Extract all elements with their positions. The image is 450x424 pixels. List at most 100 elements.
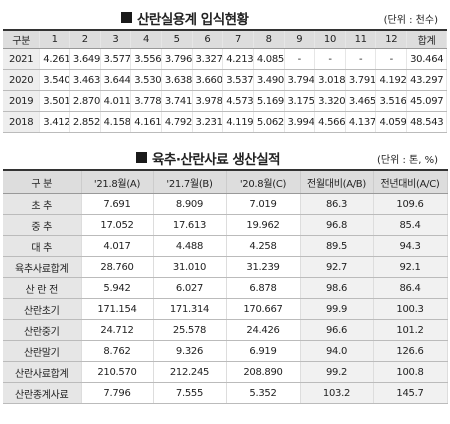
value-cell: 17.613 — [153, 214, 227, 236]
table-row: 산란중기 24.712 25.578 24.426 96.6 101.2 — [3, 319, 448, 341]
section2-unit: (단위 : 톤, %) — [377, 155, 438, 166]
month-value-cell: 3.994 — [284, 111, 316, 133]
value-cell: 7.796 — [81, 382, 154, 404]
month-value-cell: 3.649 — [69, 48, 101, 70]
month-value-cell: 4.161 — [130, 111, 162, 133]
table-row: 산란종계사료 7.796 7.555 5.352 103.2 145.7 — [3, 382, 448, 404]
month-value-cell: 3.516 — [375, 90, 408, 112]
column-header: 10 — [314, 30, 346, 49]
month-value-cell: 4.119 — [222, 111, 254, 133]
ratio-cell: 85.4 — [373, 214, 448, 236]
table-row: 2019 3.501 2.870 4.011 3.778 3.741 3.978 4.573 5… — [3, 90, 447, 112]
column-header: '20.8월(C) — [226, 170, 301, 194]
row-label-cell: 육추사료합계 — [3, 256, 82, 278]
month-value-cell: 4.011 — [100, 90, 132, 112]
month-value-cell: 4.213 — [222, 48, 254, 70]
column-header: 5 — [161, 30, 193, 49]
value-cell: 19.962 — [226, 214, 301, 236]
total-cell: 45.097 — [406, 90, 447, 112]
value-cell: 4.488 — [153, 235, 227, 257]
month-value-cell: 5.062 — [253, 111, 285, 133]
ratio-cell: 96.8 — [300, 214, 374, 236]
value-cell: 9.326 — [153, 340, 227, 362]
month-value-cell: 3.556 — [130, 48, 162, 70]
column-header: 합계 — [406, 30, 447, 49]
value-cell: 208.890 — [226, 361, 301, 383]
section2-title: 육추·산란사료 생산실적 — [152, 152, 281, 168]
value-cell: 17.052 — [81, 214, 154, 236]
month-value-cell: 2.852 — [69, 111, 101, 133]
month-value-cell: 3.501 — [39, 90, 70, 112]
table-row: 대 추 4.017 4.488 4.258 89.5 94.3 — [3, 235, 448, 257]
month-value-cell: 3.175 — [284, 90, 316, 112]
table-row: 산란초기 171.154 171.314 170.667 99.9 100.3 — [3, 298, 448, 320]
column-header: 11 — [345, 30, 377, 49]
section1-unit: (단위 : 천수) — [383, 15, 438, 26]
ratio-cell: 145.7 — [373, 382, 448, 404]
month-value-cell: 3.490 — [253, 69, 285, 91]
section1-title-bar: 산란실용계 입식현황 (단위 : 천수) — [0, 5, 450, 29]
value-cell: 24.712 — [81, 319, 154, 341]
square-bullet-icon — [136, 152, 147, 163]
value-cell: 31.239 — [226, 256, 301, 278]
month-value-cell: 3.463 — [69, 69, 101, 91]
table-row: 2020 3.540 3.463 3.644 3.530 3.638 3.660 3.537 3… — [3, 69, 447, 91]
month-value-cell: - — [345, 48, 377, 70]
value-cell: 6.919 — [226, 340, 301, 362]
month-value-cell: 3.018 — [314, 69, 346, 91]
year-cell: 2018 — [3, 111, 41, 133]
section1-title: 산란실용계 입식현황 — [137, 12, 249, 28]
table-row: 초 추 7.691 8.909 7.019 86.3 109.6 — [3, 193, 448, 215]
month-value-cell: 3.741 — [161, 90, 193, 112]
month-value-cell: 4.137 — [345, 111, 377, 133]
month-value-cell: 3.794 — [284, 69, 316, 91]
month-value-cell: 4.085 — [253, 48, 285, 70]
value-cell: 4.017 — [81, 235, 154, 257]
value-cell: 8.909 — [153, 193, 227, 215]
month-value-cell: 3.231 — [192, 111, 224, 133]
row-label-cell: 산란사료합계 — [3, 361, 82, 383]
value-cell: 7.555 — [153, 382, 227, 404]
ratio-cell: 89.5 — [300, 235, 374, 257]
ratio-cell: 86.4 — [373, 277, 448, 299]
month-value-cell: 3.327 — [192, 48, 224, 70]
month-value-cell: 2.870 — [69, 90, 101, 112]
table-row: 2021 4.261 3.649 3.577 3.556 3.796 3.327 4.213 4… — [3, 48, 447, 70]
ratio-cell: 86.3 — [300, 193, 374, 215]
table-row: 육추사료합계 28.760 31.010 31.239 92.7 92.1 — [3, 256, 448, 278]
ratio-cell: 101.2 — [373, 319, 448, 341]
row-label-cell: 산란말기 — [3, 340, 82, 362]
month-value-cell: 5.169 — [253, 90, 285, 112]
month-value-cell: 3.978 — [192, 90, 224, 112]
ratio-cell: 98.6 — [300, 277, 374, 299]
total-cell: 30.464 — [406, 48, 447, 70]
year-cell: 2021 — [3, 48, 41, 70]
value-cell: 7.019 — [226, 193, 301, 215]
month-value-cell: 3.465 — [345, 90, 377, 112]
column-header: 1 — [39, 30, 70, 49]
value-cell: 8.762 — [81, 340, 154, 362]
column-header: 4 — [130, 30, 162, 49]
ratio-cell: 99.2 — [300, 361, 374, 383]
column-header: 구 분 — [3, 170, 82, 194]
year-cell: 2019 — [3, 90, 41, 112]
month-value-cell: 3.320 — [314, 90, 346, 112]
column-header: '21.7월(B) — [153, 170, 227, 194]
month-value-cell: 4.059 — [375, 111, 408, 133]
total-cell: 48.543 — [406, 111, 447, 133]
chick-placement-table: 구분 1 2 3 4 5 6 7 8 9 10 11 12 합계 2021 4.261 3.649 3.577 3… — [3, 29, 447, 133]
value-cell: 5.352 — [226, 382, 301, 404]
value-cell: 212.245 — [153, 361, 227, 383]
value-cell: 7.691 — [81, 193, 154, 215]
month-value-cell: - — [284, 48, 316, 70]
column-header: 전년대비(A/C) — [373, 170, 448, 194]
row-label-cell: 대 추 — [3, 235, 82, 257]
ratio-cell: 100.8 — [373, 361, 448, 383]
ratio-cell: 99.9 — [300, 298, 374, 320]
row-label-cell: 산란초기 — [3, 298, 82, 320]
row-label-cell: 산란중기 — [3, 319, 82, 341]
month-value-cell: 3.577 — [100, 48, 132, 70]
ratio-cell: 109.6 — [373, 193, 448, 215]
total-cell: 43.297 — [406, 69, 447, 91]
ratio-cell: 100.3 — [373, 298, 448, 320]
